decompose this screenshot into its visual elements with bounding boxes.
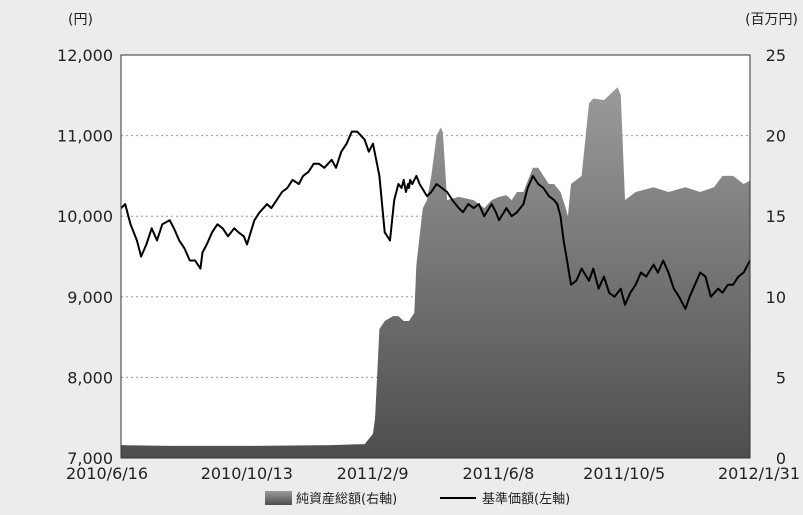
right-tick-label: 5: [776, 368, 786, 387]
left-tick-label: 12,000: [57, 46, 113, 65]
plot-frame: [120, 54, 751, 459]
right-tick-label: 20: [766, 127, 786, 146]
x-tick-label: 2011/2/9: [337, 464, 409, 483]
left-tick-label: 9,000: [67, 288, 113, 307]
legend-swatch-net-assets: [265, 491, 292, 505]
left-tick-label: 10,000: [57, 207, 113, 226]
left-tick-label: 7,000: [67, 449, 113, 468]
left-tick-label: 11,000: [57, 127, 113, 146]
series-nav-line: [120, 130, 751, 310]
series-net-assets-area: [121, 87, 750, 458]
x-tick-label: 2010/6/16: [66, 464, 148, 483]
right-axis-unit: (百万円): [745, 12, 798, 28]
legend-label-net-assets: 純資産総額(右軸): [296, 491, 397, 507]
x-tick-label: 2010/10/13: [201, 464, 293, 483]
right-tick-label: 15: [766, 207, 786, 226]
right-tick-label: 10: [766, 288, 786, 307]
x-tick-label: 2012/1/31: [718, 464, 800, 483]
right-tick-label: 0: [776, 449, 786, 468]
left-tick-label: 8,000: [67, 368, 113, 387]
right-tick-label: 25: [766, 46, 786, 65]
legend: 純資産総額(右軸) 基準価額(左軸): [265, 491, 570, 507]
x-tick-label: 2011/6/8: [462, 464, 534, 483]
legend-label-nav: 基準価額(左軸): [482, 491, 570, 507]
x-tick-label: 2011/10/5: [583, 464, 665, 483]
left-axis-unit: (円): [68, 12, 93, 28]
